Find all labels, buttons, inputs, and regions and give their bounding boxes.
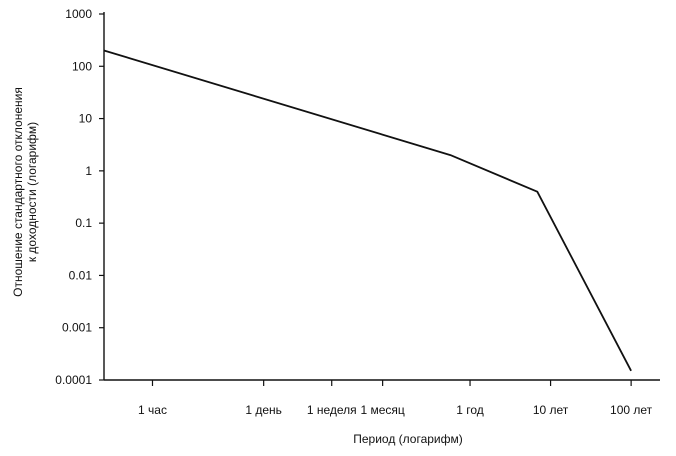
x-tick-label: 1 час xyxy=(138,403,167,417)
x-axis-title: Период (логарифм) xyxy=(353,432,463,446)
x-tick-label: 1 день xyxy=(245,403,282,417)
y-tick-label: 0.1 xyxy=(75,216,92,230)
y-axis-title: Отношение стандартного отклонения к дохо… xyxy=(11,87,39,297)
y-tick-label: 10 xyxy=(79,112,93,126)
y-tick-label: 1 xyxy=(85,164,92,178)
y-tick-label: 0.0001 xyxy=(55,373,92,387)
y-tick-label: 0.01 xyxy=(69,268,93,282)
x-tick-label: 100 лет xyxy=(610,403,653,417)
y-tick-label: 0.001 xyxy=(62,321,92,335)
y-tick-label: 1000 xyxy=(65,7,92,21)
series-line xyxy=(103,49,632,372)
y-tick-label: 100 xyxy=(72,59,92,73)
x-tick-label: 1 неделя xyxy=(307,403,357,417)
axes xyxy=(103,12,660,381)
x-tick-label: 10 лет xyxy=(533,403,569,417)
x-tick-label: 1 год xyxy=(456,403,484,417)
y-axis-title-line1: Отношение стандартного отклонения xyxy=(11,87,25,297)
ticks: 1000 100 10 1 0.1 0.01 0.001 0.0001 1 час 1 день 1… xyxy=(55,7,652,417)
y-axis-title-line2: к доходности (логарифм) xyxy=(25,122,39,262)
x-tick-label: 1 месяц xyxy=(360,403,404,417)
series-layer xyxy=(103,49,632,372)
